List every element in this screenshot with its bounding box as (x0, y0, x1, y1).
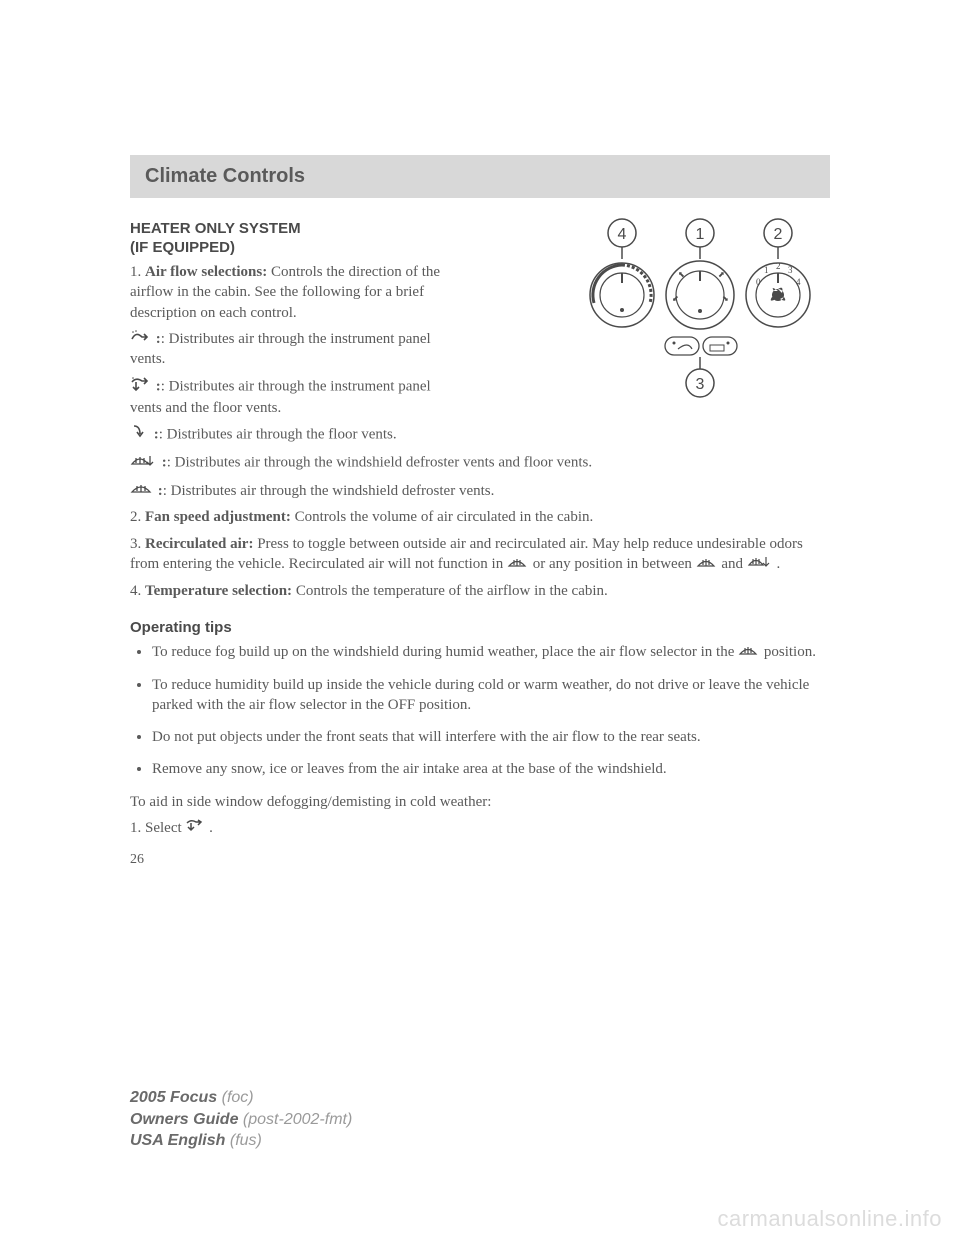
footer: 2005 Focus (foc) Owners Guide (post-2002… (130, 1087, 352, 1152)
watermark: carmanualsonline.info (717, 1206, 942, 1232)
defrost-text: : Distributes air through the windshield… (163, 483, 495, 499)
header-title: Climate Controls (145, 165, 305, 187)
fan-2: 2 (776, 261, 781, 271)
rest-3b: or any position in between (533, 556, 696, 572)
defrost-icon-inline-2 (696, 554, 716, 574)
rest-3d: . (777, 556, 781, 572)
dial-label-2: 2 (774, 226, 783, 243)
fan-3: 3 (788, 265, 793, 275)
defog1b: . (209, 820, 213, 836)
airflow-dial: ⬉ ⬈ ⬋ ⬊ (666, 261, 734, 329)
section-heading-1: HEATER ONLY SYSTEM (130, 220, 460, 237)
tip1a: To reduce fog build up on the windshield… (152, 644, 738, 660)
floor-icon (130, 424, 148, 446)
dial-label-4: 4 (618, 226, 627, 243)
tip-1: To reduce fog build up on the windshield… (152, 642, 830, 663)
dial-label-3: 3 (696, 376, 705, 393)
bold-temp: Temperature selection: (145, 583, 292, 599)
para-recirc: 3. Recirculated air: Press to toggle bet… (130, 534, 830, 575)
control-diagram: 4 1 2 ⬉ ⬈ (570, 215, 830, 405)
temp-dial (590, 263, 654, 327)
header-bar: Climate Controls (130, 155, 830, 198)
para-defrost-floor: :: Distributes air through the windshiel… (130, 452, 830, 474)
panel-floor-icon (130, 376, 150, 398)
fan-1: 1 (764, 265, 769, 275)
defog-intro: To aid in side window defogging/demistin… (130, 792, 830, 812)
num-1: 1. (130, 264, 145, 280)
tip-4: Remove any snow, ice or leaves from the … (152, 759, 830, 779)
rest-2: Controls the volume of air circulated in… (291, 509, 593, 525)
num-2: 2. (130, 509, 145, 525)
footer-lang: USA English (130, 1132, 230, 1149)
num-4: 4. (130, 583, 145, 599)
defrost-icon-tip (738, 642, 758, 662)
para-panel-vent: :: Distributes air through the instrumen… (130, 329, 460, 370)
panel-floor-text: : Distributes air through the instrument… (130, 378, 431, 416)
footer-model-code: (foc) (222, 1089, 254, 1106)
svg-text:⬊: ⬊ (722, 294, 729, 303)
page-number: 26 (130, 852, 830, 868)
section-heading-2: (IF EQUIPPED) (130, 239, 460, 256)
tips-list: To reduce fog build up on the windshield… (130, 642, 830, 780)
defog-step1: 1. Select . (130, 818, 830, 839)
tip-3: Do not put objects under the front seats… (152, 727, 830, 747)
defrost-floor-icon (130, 452, 156, 474)
defrost-icon (130, 481, 152, 501)
tip-2: To reduce humidity build up inside the v… (152, 675, 830, 716)
bold-fan: Fan speed adjustment: (145, 509, 291, 525)
tip1b: position. (764, 644, 816, 660)
para-floor: :: Distributes air through the floor ven… (130, 424, 830, 446)
tips-heading: Operating tips (130, 619, 830, 636)
defrost-floor-text: : Distributes air through the windshield… (167, 455, 592, 471)
bold-airflow: Air flow selections: (145, 264, 267, 280)
footer-guide-code: (post-2002-fmt) (243, 1111, 352, 1128)
para-defrost: :: Distributes air through the windshiel… (130, 481, 830, 502)
rest-3c: and (721, 556, 746, 572)
bold-recirc: Recirculated air: (145, 536, 253, 552)
svg-text:⬋: ⬋ (672, 294, 679, 303)
defrost-floor-icon-inline (747, 554, 771, 574)
floor-text: : Distributes air through the floor vent… (159, 427, 397, 443)
rest-4: Controls the temperature of the airflow … (292, 583, 608, 599)
para-temp: 4. Temperature selection: Controls the t… (130, 581, 830, 601)
fan-0: 0 (756, 277, 761, 287)
footer-model: 2005 Focus (130, 1089, 222, 1106)
panel-floor-icon-step (185, 818, 203, 838)
defog1a: 1. Select (130, 820, 185, 836)
panel-vent-text: : Distributes air through the instrument… (130, 331, 431, 368)
panel-vent-icon (130, 329, 150, 349)
footer-guide: Owners Guide (130, 1111, 243, 1128)
num-3: 3. (130, 536, 145, 552)
svg-text:⬈: ⬈ (718, 270, 725, 279)
fan-4: 4 (796, 277, 801, 287)
dial-label-1: 1 (696, 226, 705, 243)
fan-dial: 0 1 2 3 4 (746, 261, 810, 327)
para-fan: 2. Fan speed adjustment: Controls the vo… (130, 507, 830, 527)
defrost-icon-inline-1 (507, 554, 527, 574)
svg-text:⬉: ⬉ (678, 270, 685, 279)
para-airflow: 1. Air flow selections: Controls the dir… (130, 262, 460, 323)
para-panel-floor: :: Distributes air through the instrumen… (130, 376, 460, 419)
footer-lang-code: (fus) (230, 1132, 262, 1149)
